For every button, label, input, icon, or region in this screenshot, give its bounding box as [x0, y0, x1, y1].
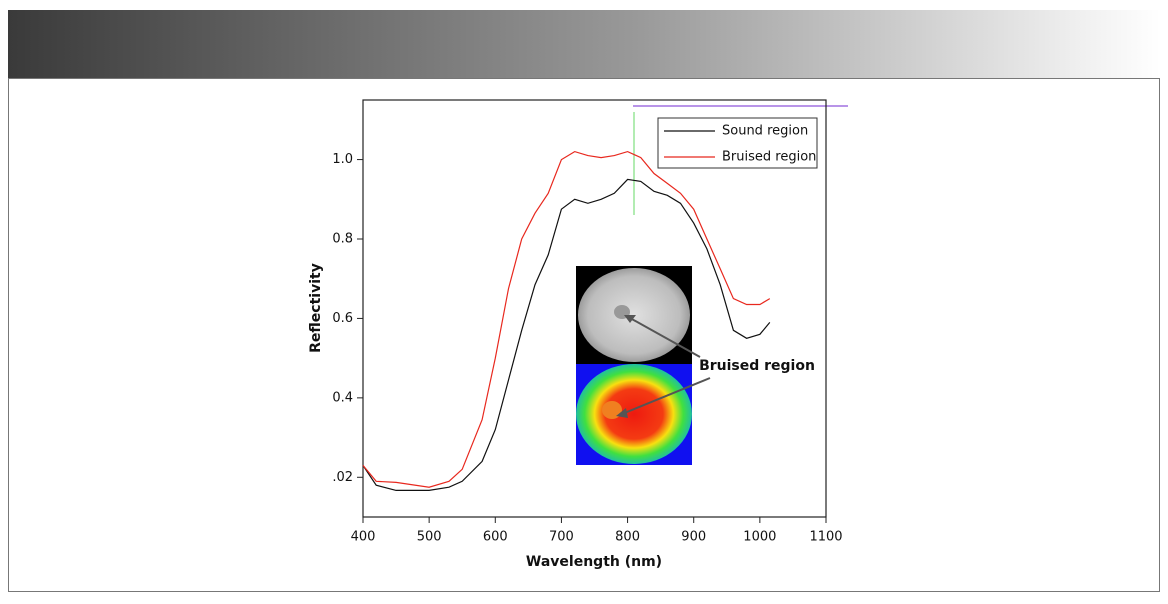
arrow: [621, 377, 711, 415]
y-tick-label: 1.0: [332, 152, 353, 167]
y-tick-label: 0.6: [332, 311, 353, 326]
plot-frame: [362, 99, 827, 518]
x-tick-label: 1100: [809, 530, 842, 545]
y-tick-label: 0.8: [332, 232, 353, 247]
y-axis-title: Reflectivity: [308, 263, 324, 353]
x-tick-label: 700: [549, 530, 574, 545]
y-tick-label: .02: [332, 470, 353, 485]
apple-heat: [576, 364, 692, 464]
x-axis-title: Wavelength (nm): [526, 554, 662, 570]
legend-label: Bruised region: [722, 150, 816, 165]
x-tick-label: 800: [615, 530, 640, 545]
arrow-head: [624, 315, 636, 323]
legend: [657, 117, 818, 169]
inset: [576, 266, 711, 465]
arrow-head: [616, 408, 628, 418]
frame: [8, 78, 1160, 592]
header-band: [8, 10, 1160, 78]
annotation: Bruised region: [699, 358, 815, 374]
x-tick-label: 900: [681, 530, 706, 545]
bruise-heat: [602, 401, 622, 419]
y-tick-label: 0.4: [332, 390, 353, 405]
x-tick-label: 1000: [743, 530, 776, 545]
series-line: [362, 150, 771, 488]
arrow: [629, 317, 701, 358]
x-tick-label: 400: [351, 530, 376, 545]
legend-label: Sound region: [722, 124, 808, 139]
series-line: [362, 178, 771, 491]
x-tick-label: 600: [483, 530, 508, 545]
x-tick-label: 500: [417, 530, 442, 545]
